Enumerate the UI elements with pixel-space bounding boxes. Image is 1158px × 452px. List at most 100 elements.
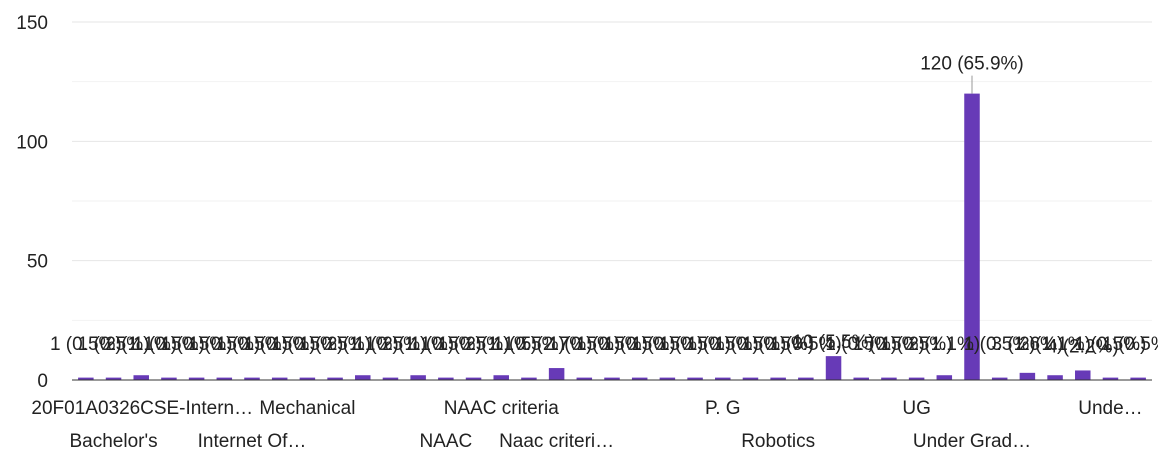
bar-data-label: 3 (1.6%) <box>991 334 1063 355</box>
bar-data-label: 1 (0.5%) <box>715 334 787 355</box>
bar <box>382 377 399 380</box>
bar-data-label: 120 (65.9%) <box>920 54 1024 75</box>
x-tick-label: Bachelor's <box>69 431 157 452</box>
bar-data-label: 1 (0.5%) <box>548 334 620 355</box>
bar-data-label: 5 (2.7%) <box>521 334 593 355</box>
bars <box>78 93 1146 380</box>
bar <box>1102 377 1119 380</box>
bar-data-label: 1 (0.5%) <box>271 334 343 355</box>
bar <box>161 377 177 380</box>
bar-data-label: 1 (0.5%) <box>1102 334 1158 355</box>
bar-data-label: 1 (0.5%) <box>493 334 565 355</box>
bar <box>1019 372 1036 380</box>
bar <box>964 93 980 380</box>
bar-data-label: 1 (0.5%) <box>1075 334 1147 355</box>
bar <box>521 377 537 380</box>
bar <box>715 377 731 380</box>
bar <box>327 377 343 380</box>
bar <box>1075 370 1091 380</box>
bar-data-label: 2 (1.1%) <box>105 334 177 355</box>
bar <box>576 377 593 380</box>
bar-data-label: 1 (0.5%) <box>410 334 482 355</box>
bar <box>216 377 233 380</box>
x-tick-label: Under Grad… <box>913 431 1031 452</box>
bar <box>853 377 869 380</box>
bar-data-label: 1 (0.5%) <box>576 334 648 355</box>
bar <box>742 377 759 380</box>
bar <box>105 377 122 380</box>
bar-data-label: 1 (0.5%) <box>244 334 316 355</box>
bar <box>299 377 316 380</box>
x-tick-label: NAAC <box>419 431 472 452</box>
bar <box>687 377 703 380</box>
bar-data-label: 2 (1.1%) <box>382 334 454 355</box>
x-tick-label: UG <box>902 398 931 419</box>
bar-data-label: 1 (0.5%) <box>133 334 205 355</box>
bar-data-label: 1 (0.5%) <box>161 334 233 355</box>
bar-data-label: 10 (5.5%) <box>792 332 874 353</box>
bar-data-label: 1 (0.5%) <box>216 334 288 355</box>
bar <box>465 377 482 380</box>
bar-data-label: 2 (1.1%) <box>327 334 399 355</box>
bar-data-label: 1 (0.5%) <box>188 334 260 355</box>
bar-data-label: 1 (0.5%) <box>50 334 122 355</box>
bar <box>936 375 953 380</box>
bar <box>355 375 371 380</box>
bar <box>188 377 205 380</box>
bar-data-label: 4 (2.2%) <box>1047 336 1119 357</box>
x-tick-label: 20F01A0326 <box>31 398 140 419</box>
bar-data-label: 2 (1.1%) <box>465 334 537 355</box>
bar <box>1047 375 1063 380</box>
x-tick-label: Naac criteri… <box>499 431 614 452</box>
x-tick-label: P. G <box>705 398 741 419</box>
bar-data-label: 2 (1.1%) <box>1019 334 1091 355</box>
x-tick-label: CSE-Intern… <box>140 398 253 419</box>
bar-data-label: 1 (0.5%) <box>742 334 814 355</box>
bar <box>438 377 454 380</box>
bar <box>631 377 648 380</box>
bar-data-label: 2 (1.1%) <box>908 334 980 355</box>
bar <box>133 375 149 380</box>
y-tick-label: 100 <box>16 132 48 153</box>
bar <box>798 377 814 380</box>
bar <box>1130 377 1146 380</box>
bar <box>825 356 842 380</box>
y-tick-label: 0 <box>37 371 48 392</box>
bar <box>410 375 426 380</box>
bar <box>770 377 786 380</box>
data-labels: 1 (0.5%)1 (0.5%)2 (1.1%)1 (0.5%)1 (0.5%)… <box>50 54 1158 358</box>
bar <box>271 377 288 380</box>
bar-data-label: 1 (0.5%) <box>881 334 953 355</box>
bar-data-label: 1 (0.5%) <box>631 334 703 355</box>
x-tick-label: NAAC criteria <box>444 398 560 419</box>
y-tick-label: 50 <box>27 252 48 273</box>
bar-data-label: 1 (0.5%) <box>78 334 150 355</box>
bar-data-label: 1 (0.5%) <box>659 334 731 355</box>
bar-data-label: 1 (0.5%) <box>687 334 759 355</box>
bar <box>881 377 897 380</box>
x-tick-label: Mechanical <box>259 398 355 419</box>
bar <box>548 368 565 380</box>
x-tick-label: Robotics <box>741 431 815 452</box>
y-axis-ticks: 0 50 100 150 <box>16 13 48 392</box>
bar <box>78 377 94 380</box>
x-tick-label: Internet Of… <box>198 431 307 452</box>
bar-data-label: 1 (0.5%) <box>770 334 842 355</box>
bar-data-label: 1 (0.5%) <box>604 334 676 355</box>
bar-data-label: 1 (0.5%) <box>825 334 897 355</box>
x-tick-label: Unde… <box>1078 398 1142 419</box>
x-axis-ticks: 20F01A0326 Bachelor's CSE-Intern… Internet … <box>31 398 1142 452</box>
bar-data-label: 1 (0.5%) <box>853 334 925 355</box>
bar-data-label: 1 (0.5%) <box>355 334 427 355</box>
bar-data-label: 1 (0.5%) <box>438 334 510 355</box>
y-tick-label: 150 <box>16 13 48 34</box>
bar <box>244 377 260 380</box>
bar-data-label: 1 (0.5%) <box>299 334 371 355</box>
bar <box>493 375 509 380</box>
bar <box>659 377 676 380</box>
bar <box>604 377 620 380</box>
bar <box>991 377 1008 380</box>
bar <box>908 377 925 380</box>
bar-data-label: 1 (0.5%) <box>964 334 1036 355</box>
